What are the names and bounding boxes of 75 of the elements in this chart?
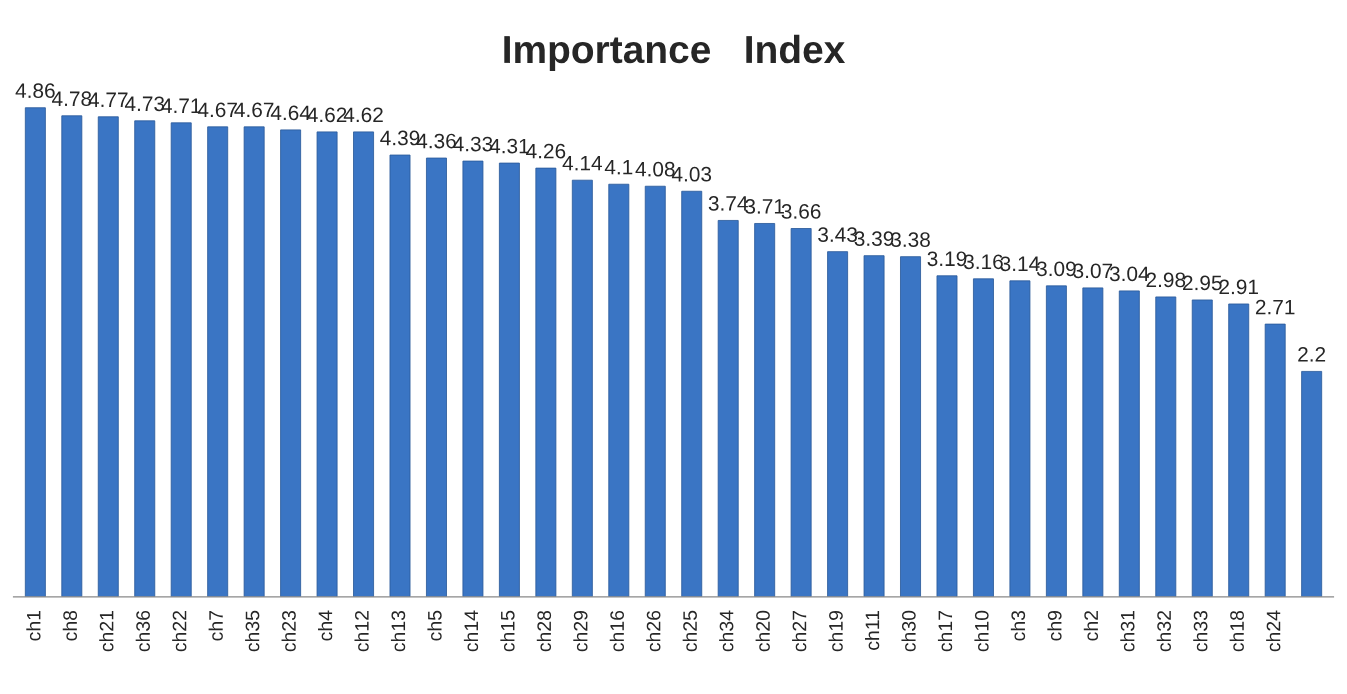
bar	[1118, 290, 1140, 597]
bar	[97, 116, 119, 597]
x-tick-label: ch20	[755, 610, 770, 652]
bar	[936, 275, 958, 597]
bar	[389, 154, 411, 597]
bar	[754, 223, 776, 597]
bar	[863, 255, 885, 597]
data-label: 4.1	[604, 160, 633, 175]
x-tick-label: ch21	[99, 610, 114, 652]
bar	[207, 126, 229, 597]
bar	[1264, 323, 1286, 597]
x-tick-label: ch26	[646, 610, 661, 652]
bar	[717, 220, 739, 597]
x-tick-label: ch32	[1156, 611, 1172, 652]
x-tick-label: ch12	[354, 611, 369, 652]
bar	[1228, 303, 1250, 597]
bar	[644, 185, 666, 597]
chart-title: Importance Index	[504, 34, 846, 71]
x-tick-label: ch30	[901, 610, 916, 652]
bar	[280, 129, 302, 597]
x-tick-label: ch15	[500, 610, 515, 652]
bar	[535, 167, 557, 597]
x-tick-label: ch34	[719, 610, 734, 652]
x-tick-label: ch8	[62, 610, 78, 641]
x-tick-label: ch22	[172, 611, 187, 652]
x-tick-label: ch7	[208, 611, 223, 641]
x-tick-label: ch33	[1193, 610, 1208, 652]
x-tick-label: ch19	[828, 610, 843, 652]
bar	[790, 228, 812, 597]
bar	[1009, 280, 1031, 597]
bar	[462, 160, 484, 597]
x-tick-label: ch1	[26, 610, 41, 641]
bar	[1191, 299, 1213, 597]
x-tick-label: ch31	[1120, 610, 1135, 652]
x-tick-label: ch36	[135, 610, 150, 652]
x-tick-label: ch5	[427, 610, 442, 641]
x-tick-label: ch13	[390, 610, 406, 652]
bar	[1155, 296, 1177, 597]
x-tick-label: ch35	[245, 610, 260, 652]
x-tick-label: ch24	[1266, 610, 1281, 652]
bar	[170, 122, 192, 597]
bar	[571, 179, 593, 597]
bar	[827, 251, 849, 597]
bar	[973, 278, 994, 597]
x-tick-label: ch11	[865, 610, 880, 650]
bar	[426, 157, 447, 597]
data-label: 2.2	[1298, 346, 1326, 362]
x-tick-label: ch3	[1010, 610, 1026, 641]
x-tick-label: ch18	[1229, 610, 1244, 652]
data-label: 2.71	[1255, 299, 1295, 315]
x-tick-label: ch28	[536, 610, 552, 652]
bar	[498, 162, 520, 597]
bar	[243, 126, 265, 597]
bar	[681, 190, 703, 597]
x-tick-label: ch17	[937, 611, 953, 652]
x-tick-label: ch4	[318, 610, 333, 641]
bar	[1301, 370, 1323, 597]
bar	[900, 256, 921, 597]
bar	[1082, 287, 1104, 597]
bar	[61, 115, 83, 597]
x-tick-label: ch23	[281, 610, 296, 652]
bar	[316, 131, 338, 597]
x-tick-label: ch25	[682, 610, 697, 652]
bar	[608, 183, 630, 597]
x-tick-label: ch9	[1047, 610, 1062, 641]
bar	[24, 107, 46, 597]
x-tick-label: ch29	[573, 610, 588, 652]
bar	[1045, 285, 1067, 597]
x-tick-label: ch27	[792, 611, 807, 652]
x-tick-label: ch16	[609, 610, 625, 652]
x-tick-label: ch10	[974, 610, 989, 652]
x-tick-label: ch2	[1083, 611, 1099, 641]
bar	[134, 120, 156, 597]
bar	[353, 131, 374, 597]
x-tick-label: ch14	[463, 610, 479, 652]
